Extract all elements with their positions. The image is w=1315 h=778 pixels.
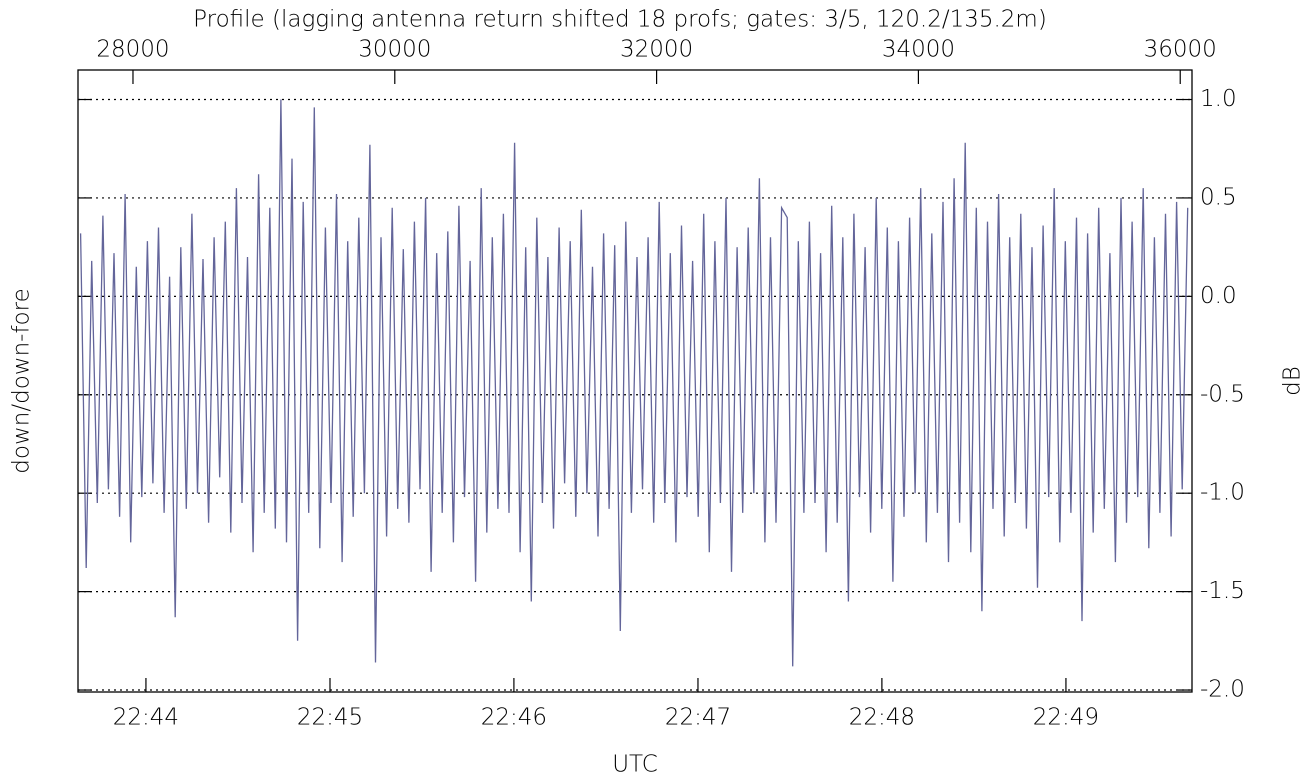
x2-tick-label: 22:45	[297, 705, 363, 731]
plot-frame	[77, 69, 1193, 693]
x2-tick-label: 22:46	[481, 705, 547, 731]
x-tick-label: 32000	[620, 37, 693, 63]
x2-tick-label: 22:47	[665, 705, 731, 731]
y2-tick-label: -2.0	[1200, 677, 1245, 703]
x2-axis-label: UTC	[612, 752, 658, 778]
y2-tick-label: -1.0	[1200, 480, 1245, 506]
y2-axis-label: dB	[1280, 366, 1306, 396]
y2-tick-label: 0.0	[1200, 283, 1237, 309]
data-line	[79, 99, 1189, 667]
x-tick-label: 34000	[882, 37, 955, 63]
x2-tick-label: 22:49	[1033, 705, 1099, 731]
chart-title: Profile (lagging antenna return shifted …	[193, 7, 1047, 33]
x-tick-label: 30000	[358, 37, 431, 63]
y2-tick-label: 1.0	[1200, 86, 1237, 112]
x-tick-label: 36000	[1144, 37, 1217, 63]
y-axis-label: down/down-fore	[9, 288, 35, 473]
y2-tick-label: -0.5	[1200, 381, 1245, 407]
y2-tick-label: 0.5	[1200, 184, 1237, 210]
y2-tick-label: -1.5	[1200, 578, 1245, 604]
x2-tick-label: 22:44	[113, 705, 179, 731]
x-tick-label: 28000	[96, 37, 169, 63]
x2-tick-label: 22:48	[849, 705, 915, 731]
